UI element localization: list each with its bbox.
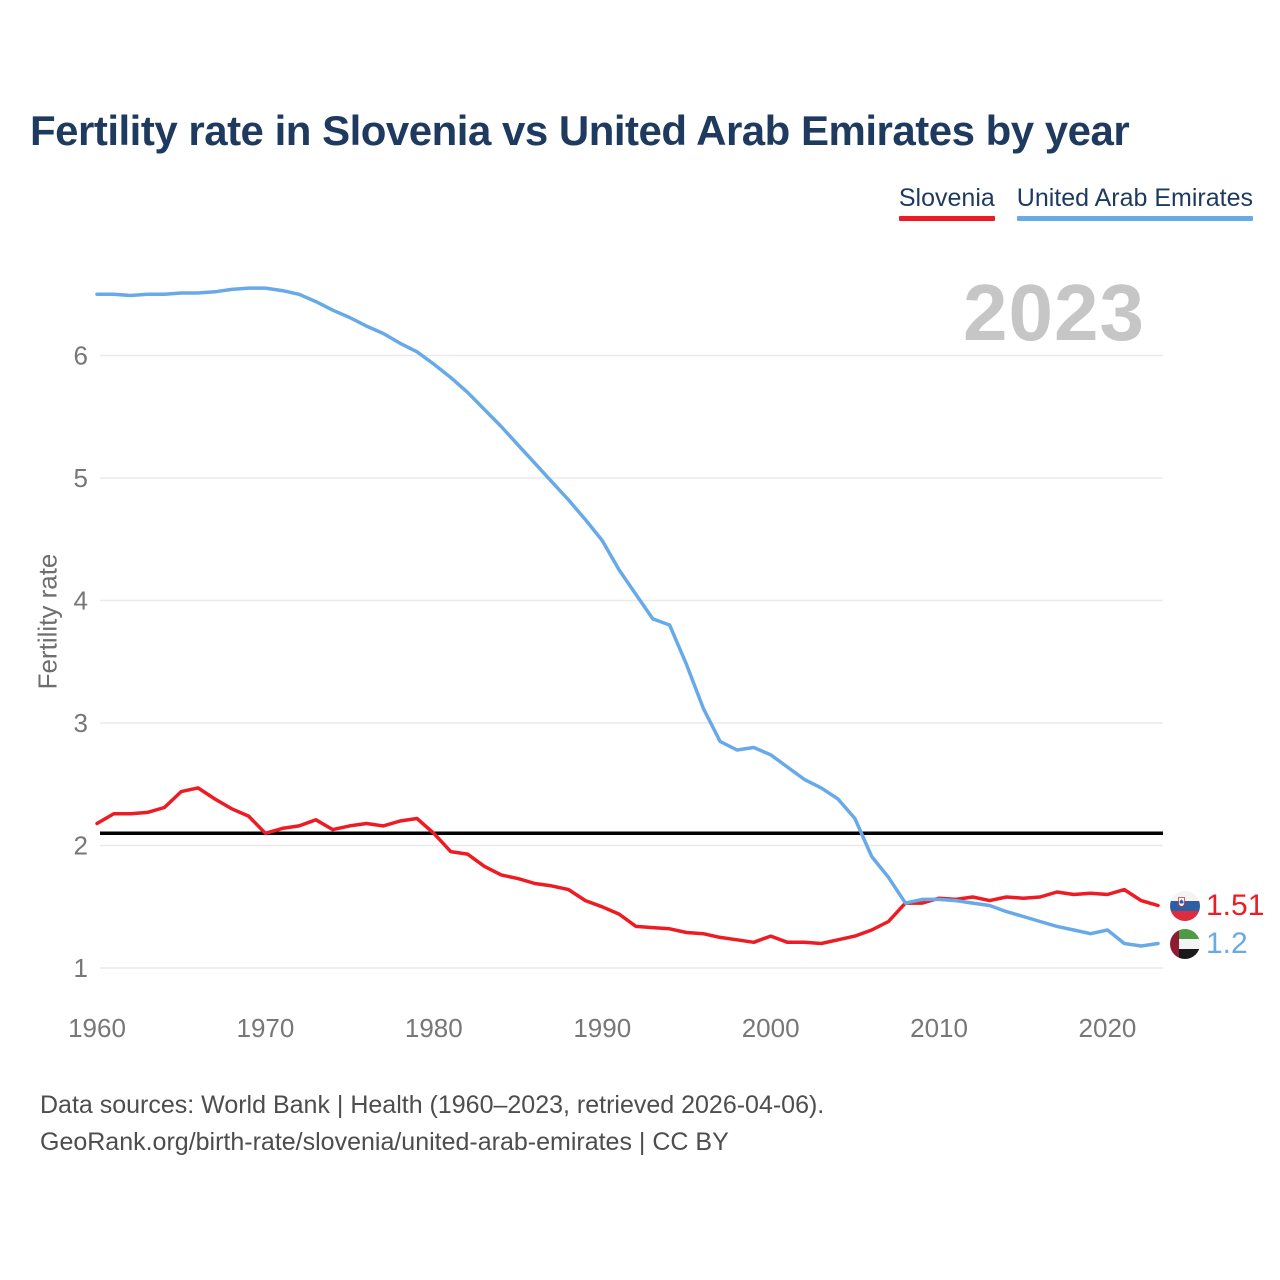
y-tick-label: 2 [74, 831, 88, 861]
y-tick-label: 5 [74, 463, 88, 493]
slovenia-flag-icon [1170, 890, 1200, 921]
x-tick-label: 1990 [573, 1013, 631, 1043]
page-title: Fertility rate in Slovenia vs United Ara… [30, 107, 1130, 154]
legend-label-united-arab-emirates: United Arab Emirates [1016, 184, 1253, 212]
legend-item-slovenia[interactable]: Slovenia [898, 184, 995, 221]
series-line-slovenia [95, 786, 1160, 946]
legend-label-slovenia: Slovenia [898, 184, 995, 212]
uae-flag-icon [1170, 928, 1200, 959]
y-tick-label: 3 [74, 708, 88, 738]
x-tick-label: 1970 [236, 1013, 294, 1043]
footer: Data sources: World Bank | Health (1960–… [40, 1087, 824, 1161]
series-line-united-arab-emirates [95, 286, 1160, 948]
y-tick-label: 6 [74, 341, 88, 371]
x-tick-label: 1960 [68, 1013, 126, 1043]
x-tick-label: 1980 [405, 1013, 463, 1043]
footer-source-line: Data sources: World Bank | Health (1960–… [40, 1091, 825, 1119]
year-watermark: 2023 [963, 268, 1145, 357]
legend: Slovenia United Arab Emirates [898, 184, 1253, 221]
x-tick-label: 2000 [742, 1013, 800, 1043]
footer-attribution-line: GeoRank.org/birth-rate/slovenia/united-a… [40, 1128, 729, 1156]
x-tick-label: 2010 [910, 1013, 968, 1043]
legend-item-united-arab-emirates[interactable]: United Arab Emirates [1016, 184, 1253, 221]
y-tick-label: 4 [74, 586, 88, 616]
legend-underline-united-arab-emirates [1016, 216, 1253, 221]
slovenia-end-value: 1.51 [1206, 888, 1265, 922]
x-tick-label: 2020 [1079, 1013, 1137, 1043]
uae-end-value: 1.2 [1206, 926, 1248, 960]
legend-underline-slovenia [898, 216, 995, 221]
y-tick-label: 1 [74, 953, 88, 983]
